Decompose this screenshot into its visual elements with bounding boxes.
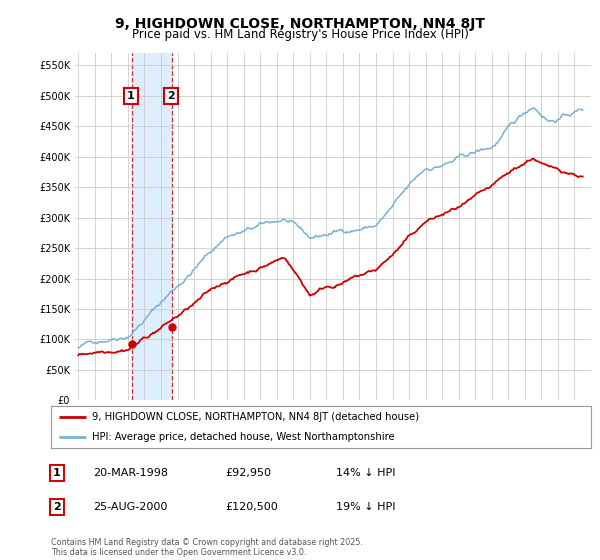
Text: 1: 1 (127, 91, 134, 101)
Text: 2: 2 (167, 91, 175, 101)
Text: 20-MAR-1998: 20-MAR-1998 (93, 468, 168, 478)
Text: Contains HM Land Registry data © Crown copyright and database right 2025.
This d: Contains HM Land Registry data © Crown c… (51, 538, 363, 557)
Text: 1: 1 (53, 468, 61, 478)
Text: 14% ↓ HPI: 14% ↓ HPI (336, 468, 395, 478)
Text: £120,500: £120,500 (225, 502, 278, 512)
Text: £92,950: £92,950 (225, 468, 271, 478)
Text: 25-AUG-2000: 25-AUG-2000 (93, 502, 167, 512)
Text: 2: 2 (53, 502, 61, 512)
Text: Price paid vs. HM Land Registry's House Price Index (HPI): Price paid vs. HM Land Registry's House … (131, 28, 469, 41)
Text: HPI: Average price, detached house, West Northamptonshire: HPI: Average price, detached house, West… (91, 432, 394, 442)
Text: 9, HIGHDOWN CLOSE, NORTHAMPTON, NN4 8JT: 9, HIGHDOWN CLOSE, NORTHAMPTON, NN4 8JT (115, 17, 485, 31)
Bar (131, 53, 172, 400)
Text: 19% ↓ HPI: 19% ↓ HPI (336, 502, 395, 512)
Text: 9, HIGHDOWN CLOSE, NORTHAMPTON, NN4 8JT (detached house): 9, HIGHDOWN CLOSE, NORTHAMPTON, NN4 8JT … (91, 412, 419, 422)
